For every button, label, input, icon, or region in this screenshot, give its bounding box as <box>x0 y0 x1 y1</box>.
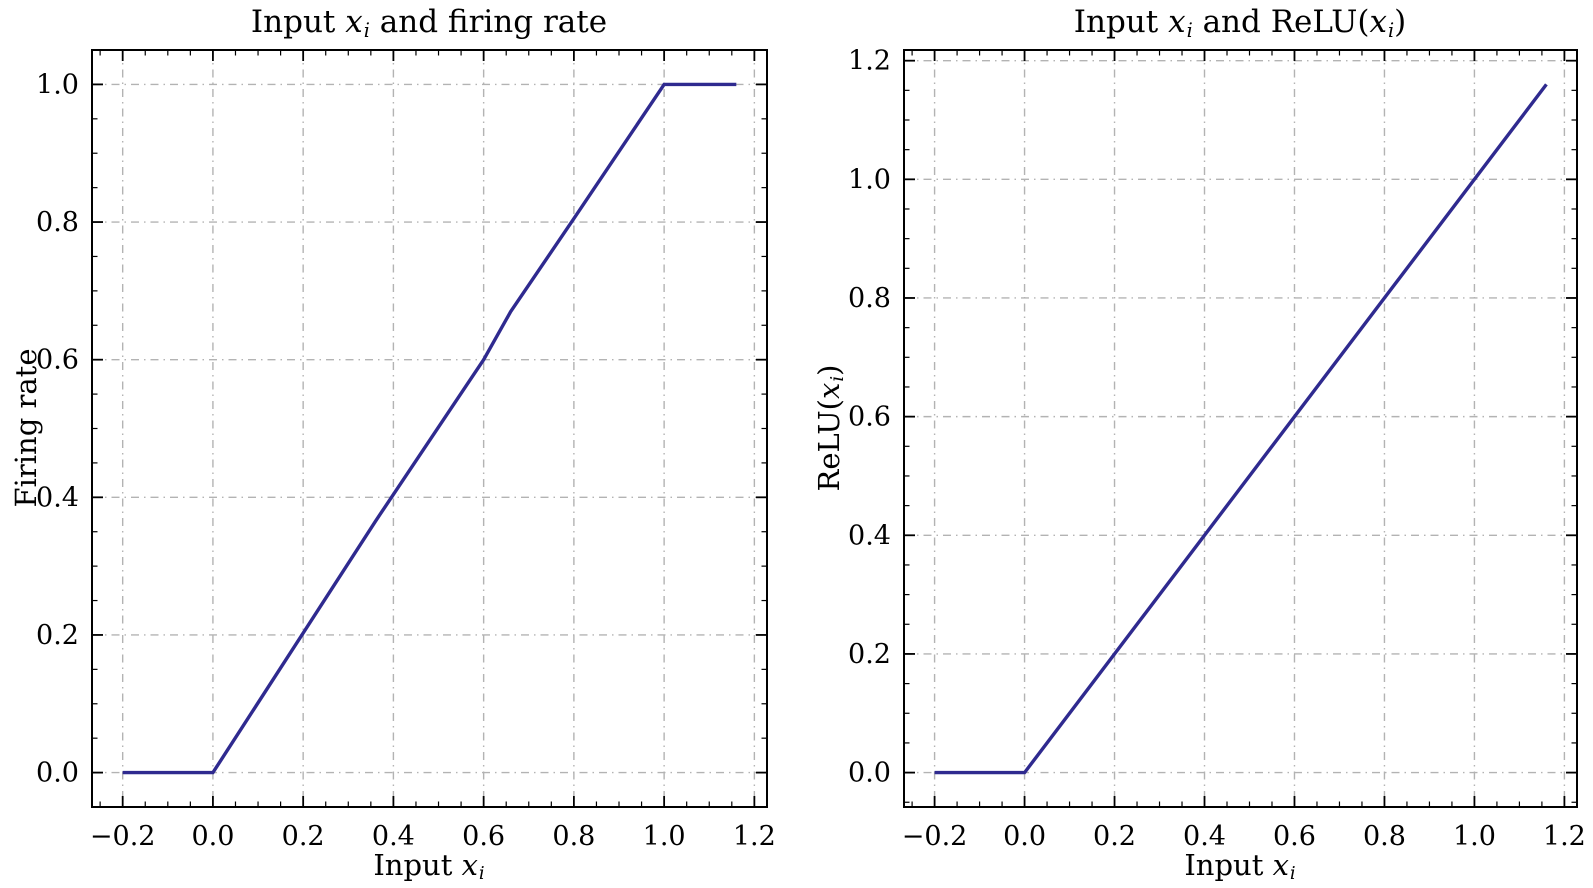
y-tick-label: 0.0 <box>36 758 79 789</box>
y-tick-label: 1.0 <box>848 164 891 195</box>
x-tick-label: 0.8 <box>552 821 595 852</box>
x-tick-label: 1.0 <box>1453 821 1496 852</box>
grid <box>904 50 1577 807</box>
y-tick-label: 0.2 <box>848 639 891 670</box>
x-tick-label: 0.6 <box>1273 821 1316 852</box>
x-tick-label: −0.2 <box>90 821 156 852</box>
grid <box>92 50 767 807</box>
axes-spines <box>903 49 1578 808</box>
right-y-axis-label: ReLU(xi) <box>811 364 849 492</box>
ticks <box>92 49 767 808</box>
tick-labels: −0.2 0.0 0.2 0.4 0.6 0.8 1.0 1.2 0.0 0.2 0.4 0.6 0.8… <box>36 69 776 852</box>
right-chart-title: Input xi and ReLU(xi) <box>1073 4 1407 42</box>
tick-labels: −0.2 0.0 0.2 0.4 0.6 0.8 1.0 1.2 0.0 0.2 0.4 0.6 0.8… <box>848 46 1586 852</box>
x-tick-label: 0.4 <box>372 821 415 852</box>
x-tick-label: 0.6 <box>462 821 505 852</box>
x-tick-label: 1.2 <box>1543 821 1586 852</box>
y-tick-label: 0.6 <box>848 402 891 433</box>
y-tick-label: 1.2 <box>848 46 891 77</box>
y-tick-label: 0.4 <box>36 482 79 513</box>
x-tick-label: 0.2 <box>282 821 325 852</box>
y-tick-label: 0.8 <box>36 207 79 238</box>
x-tick-label: 0.0 <box>191 821 234 852</box>
x-tick-label: 0.8 <box>1363 821 1406 852</box>
x-tick-label: 1.2 <box>733 821 776 852</box>
x-tick-label: 0.4 <box>1183 821 1226 852</box>
x-tick-label: 0.2 <box>1093 821 1136 852</box>
right-x-axis-label: Input xi <box>1184 848 1296 885</box>
firing-rate-chart-svg: −0.2 0.0 0.2 0.4 0.6 0.8 1.0 1.2 0.0 0.2 0.4 0.6 0.8… <box>36 49 776 852</box>
left-chart-title: Input xi and firing rate <box>250 4 608 42</box>
left-y-axis-label: Firing rate <box>9 348 43 508</box>
ticks <box>904 50 1577 807</box>
y-tick-label: 0.2 <box>36 620 79 651</box>
x-tick-label: −0.2 <box>902 821 968 852</box>
x-tick-label: 1.0 <box>643 821 686 852</box>
relu-chart-svg: −0.2 0.0 0.2 0.4 0.6 0.8 1.0 1.2 0.0 0.2 0.4 0.6 0.8… <box>848 46 1586 852</box>
y-tick-label: 0.4 <box>848 520 891 551</box>
relu-line <box>934 83 1548 775</box>
y-tick-label: 0.6 <box>36 345 79 376</box>
axes-spines <box>91 49 768 808</box>
y-tick-label: 0.0 <box>848 758 891 789</box>
y-tick-label: 1.0 <box>36 69 79 100</box>
x-tick-label: 0.0 <box>1003 821 1046 852</box>
y-tick-label: 0.8 <box>848 283 891 314</box>
firing-rate-line <box>122 82 737 775</box>
left-x-axis-label: Input xi <box>373 848 485 885</box>
